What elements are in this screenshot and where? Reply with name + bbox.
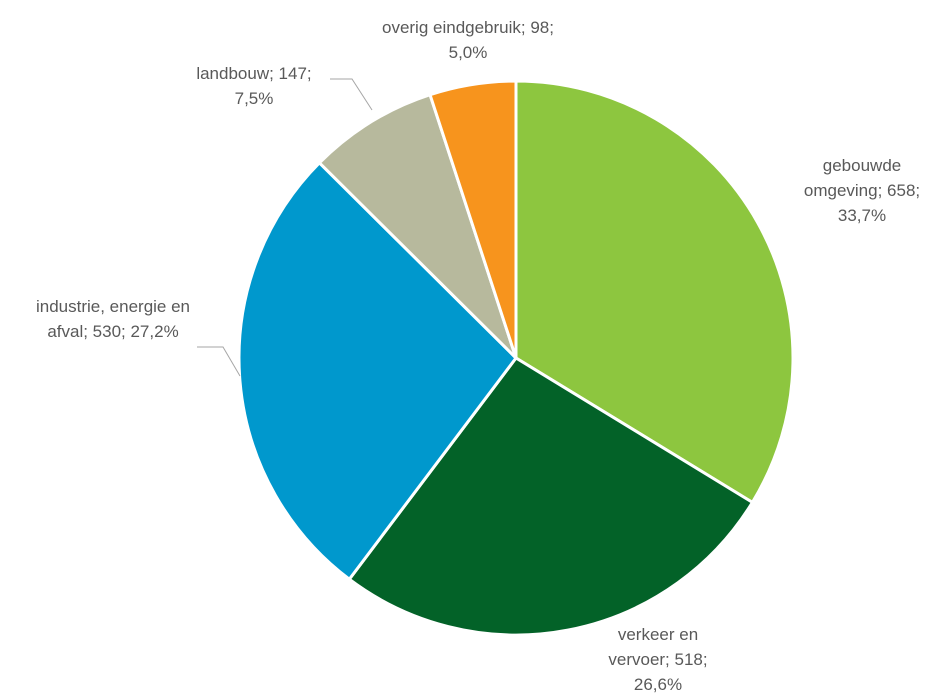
data-label-line: overig eindgebruik; 98;	[382, 18, 554, 37]
pie-slice-industrie-energie-en-afval	[237, 161, 518, 581]
data-label-line: landbouw; 147;	[196, 64, 311, 83]
pie-slices	[237, 79, 795, 637]
data-label-line: 33,7%	[838, 206, 886, 225]
pie-slice-overig-eindgebruik	[428, 79, 518, 360]
data-label-overig-eindgebruik: overig eindgebruik; 98; 5,0%	[382, 18, 554, 62]
data-label-line: verkeer en	[618, 625, 698, 644]
leader-lines	[197, 78, 373, 377]
data-label-line: afval; 530; 27,2%	[47, 322, 178, 341]
data-label-industrie-energie-en-afval: industrie, energie en afval; 530; 27,2%	[36, 297, 190, 341]
data-label-line: omgeving; 658;	[804, 181, 920, 200]
leader-line	[330, 78, 373, 111]
data-label-line: gebouwde	[823, 156, 901, 175]
pie-slice-gebouwde-omgeving	[514, 79, 795, 504]
leader-line	[197, 346, 241, 377]
data-label-landbouw: landbouw; 147; 7,5%	[196, 64, 311, 108]
data-label-line: 7,5%	[235, 89, 274, 108]
data-label-line: vervoer; 518;	[608, 650, 707, 669]
pie-slice-landbouw	[317, 93, 518, 360]
data-label-gebouwde-omgeving: gebouwde omgeving; 658; 33,7%	[804, 156, 920, 225]
data-label-line: industrie, energie en	[36, 297, 190, 316]
pie-slice-verkeer-en-vervoer	[347, 356, 754, 637]
data-label-line: 5,0%	[449, 43, 488, 62]
data-labels: gebouwde omgeving; 658; 33,7%verkeer en ver…	[36, 18, 920, 694]
data-label-verkeer-en-vervoer: verkeer en vervoer; 518; 26,6%	[608, 625, 707, 694]
data-label-line: 26,6%	[634, 675, 682, 694]
